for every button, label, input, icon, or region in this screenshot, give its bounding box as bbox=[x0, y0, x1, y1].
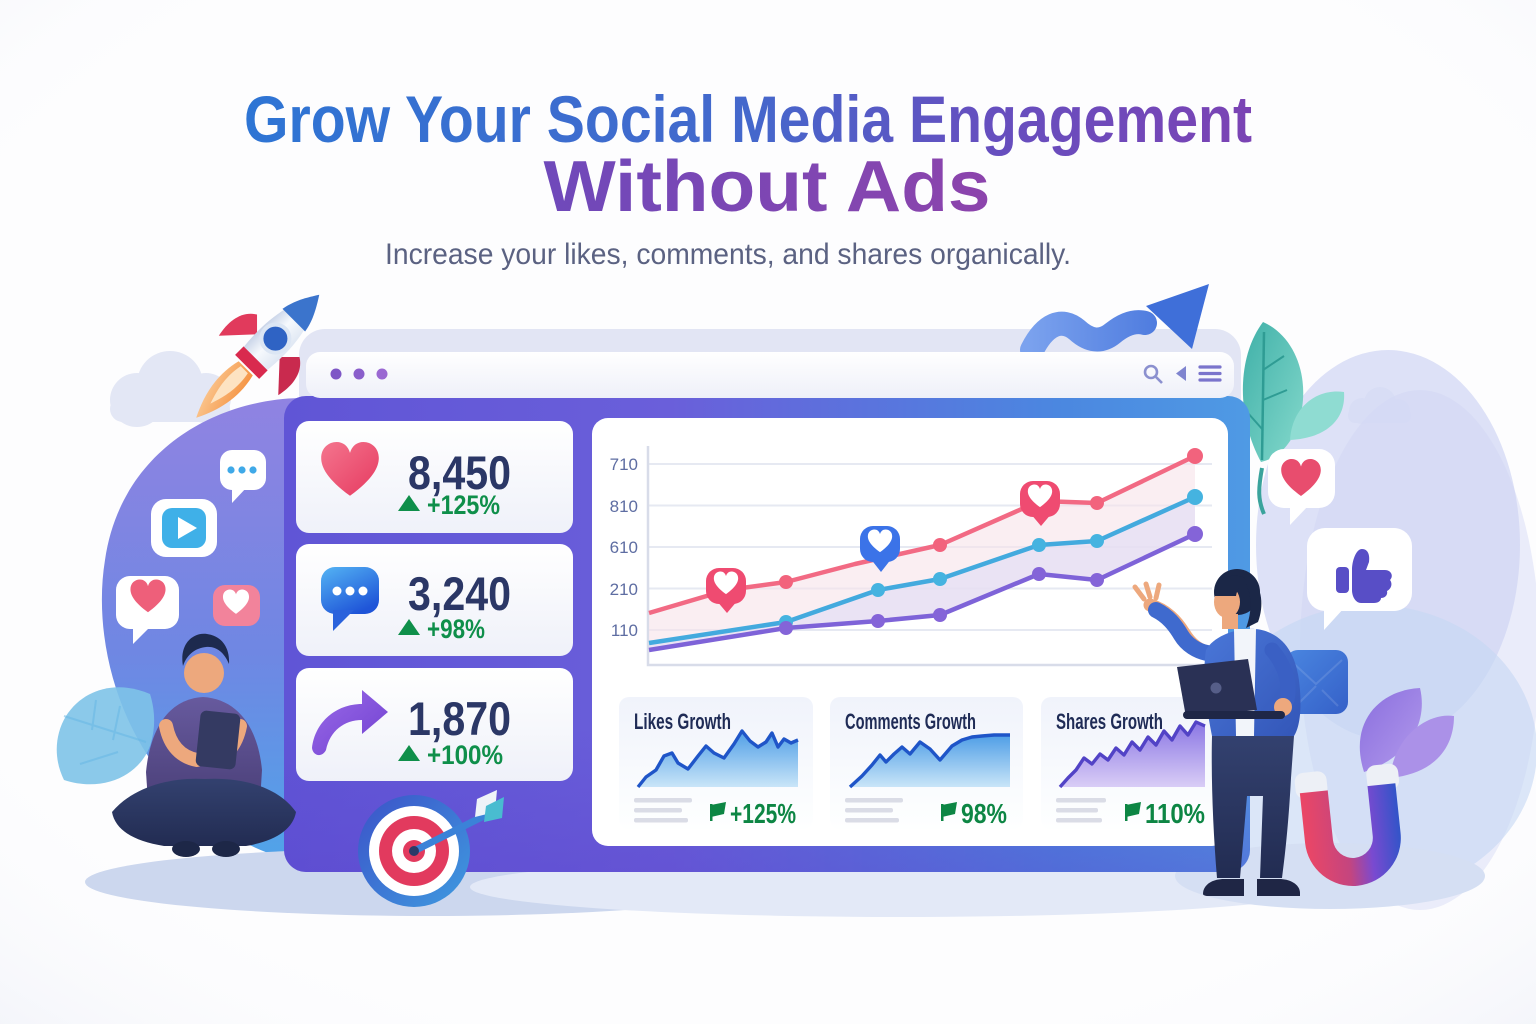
svg-text:110: 110 bbox=[611, 621, 638, 640]
svg-text:710: 710 bbox=[610, 455, 638, 474]
svg-text:8,450: 8,450 bbox=[408, 446, 511, 499]
svg-text:1,870: 1,870 bbox=[408, 692, 511, 745]
svg-text:3,240: 3,240 bbox=[408, 567, 511, 620]
svg-text:Without Ads: Without Ads bbox=[544, 147, 991, 227]
svg-text:Increase your likes, comments,: Increase your likes, comments, and share… bbox=[385, 238, 1071, 271]
svg-text:110%: 110% bbox=[1145, 798, 1205, 829]
svg-text:Likes Growth: Likes Growth bbox=[634, 709, 731, 734]
svg-text:+100%: +100% bbox=[427, 740, 503, 770]
svg-text:98%: 98% bbox=[961, 798, 1007, 829]
svg-text:+125%: +125% bbox=[730, 798, 796, 829]
svg-text:Shares Growth: Shares Growth bbox=[1056, 709, 1163, 734]
svg-text:Grow Your Social Media Engagem: Grow Your Social Media Engagement bbox=[244, 82, 1252, 156]
svg-text:+125%: +125% bbox=[427, 490, 500, 520]
svg-text:610: 610 bbox=[610, 538, 638, 557]
svg-text:210: 210 bbox=[610, 580, 638, 599]
svg-text:810: 810 bbox=[610, 497, 638, 516]
svg-text:Comments Growth: Comments Growth bbox=[845, 709, 976, 734]
svg-text:+98%: +98% bbox=[427, 614, 485, 644]
